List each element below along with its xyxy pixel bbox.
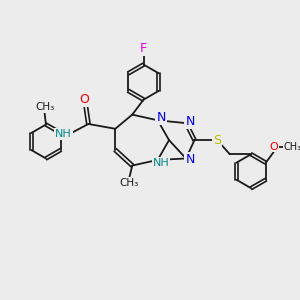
Text: S: S [213,134,221,147]
Text: N: N [156,111,166,124]
Text: F: F [140,42,147,55]
Text: O: O [269,142,278,152]
Text: CH₃: CH₃ [35,102,54,112]
Text: N: N [185,115,195,128]
Text: CH₃: CH₃ [284,142,300,152]
Text: N: N [185,153,195,167]
Text: CH₃: CH₃ [119,178,139,188]
Text: O: O [79,93,89,106]
Text: NH: NH [55,129,72,139]
Text: NH: NH [153,158,169,168]
